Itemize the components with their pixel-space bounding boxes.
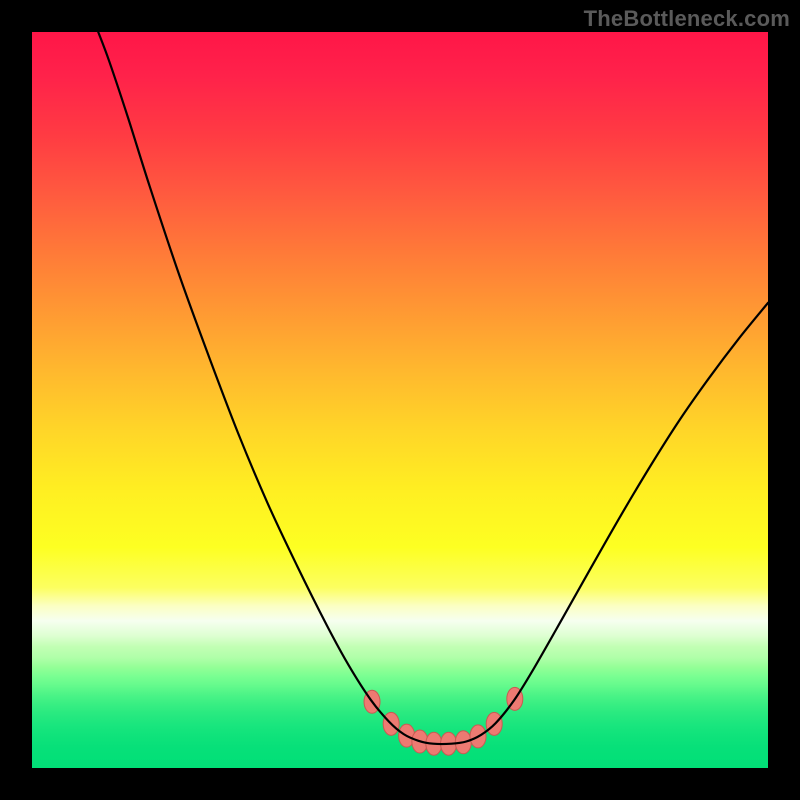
watermark-text: TheBottleneck.com <box>584 6 790 32</box>
chart-background <box>32 32 768 768</box>
chart-frame: TheBottleneck.com <box>0 0 800 800</box>
chart-svg <box>32 32 768 768</box>
chart-plot-area <box>32 32 768 768</box>
